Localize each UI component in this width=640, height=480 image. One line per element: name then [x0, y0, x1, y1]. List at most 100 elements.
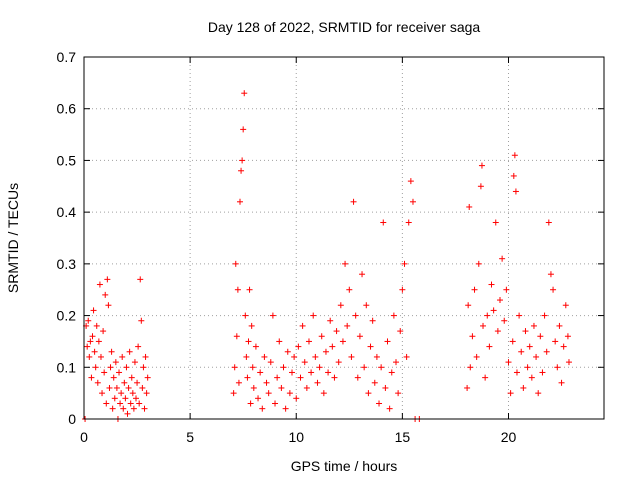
data-point: [390, 312, 397, 319]
data-point: [492, 219, 499, 226]
data-point: [117, 400, 124, 407]
data-point: [126, 348, 133, 355]
data-point: [108, 348, 115, 355]
data-point: [509, 338, 516, 345]
data-point: [507, 390, 514, 397]
data-point: [230, 390, 237, 397]
data-point: [380, 219, 387, 226]
data-point: [134, 379, 141, 386]
data-point: [399, 286, 406, 293]
data-point: [342, 260, 349, 267]
data-point: [128, 374, 135, 381]
data-point: [284, 348, 291, 355]
data-point: [291, 353, 298, 360]
data-layer: [82, 90, 572, 422]
data-point: [142, 353, 149, 360]
data-point: [87, 338, 94, 345]
data-point: [335, 359, 342, 366]
data-point: [301, 359, 308, 366]
data-point: [554, 364, 561, 371]
data-point: [238, 167, 245, 174]
data-point: [93, 322, 100, 329]
x-axis-title: GPS time / hours: [291, 458, 398, 474]
data-point: [560, 343, 567, 350]
data-point: [395, 390, 402, 397]
data-point: [371, 379, 378, 386]
data-point: [376, 400, 383, 407]
data-point: [121, 379, 128, 386]
data-point: [118, 390, 125, 397]
plot-frame: [83, 56, 605, 420]
data-point: [541, 312, 548, 319]
data-point: [310, 312, 317, 319]
data-point: [482, 374, 489, 381]
data-point: [477, 183, 484, 190]
data-point: [361, 364, 368, 371]
data-point: [144, 374, 151, 381]
data-point: [231, 364, 238, 371]
data-point: [112, 359, 119, 366]
data-point: [272, 400, 279, 407]
data-point: [316, 364, 323, 371]
data-point: [486, 343, 493, 350]
data-point: [499, 255, 506, 262]
data-point: [401, 260, 408, 267]
data-point: [539, 369, 546, 376]
data-point: [325, 369, 332, 376]
data-point: [124, 410, 131, 417]
data-point: [133, 395, 139, 402]
data-point: [141, 405, 148, 412]
data-point: [513, 369, 520, 376]
data-point: [503, 286, 510, 293]
data-point: [556, 322, 563, 329]
data-point: [250, 384, 257, 391]
data-point: [92, 364, 99, 371]
data-point: [473, 353, 480, 360]
data-point: [550, 286, 557, 293]
data-point: [289, 369, 295, 376]
data-point: [512, 188, 519, 195]
data-point: [234, 286, 241, 293]
data-point: [565, 359, 572, 366]
data-point: [356, 333, 363, 340]
data-point: [346, 286, 353, 293]
data-point: [135, 343, 142, 350]
data-point: [522, 328, 529, 335]
data-point: [524, 364, 531, 371]
x-tick-label: 20: [501, 429, 517, 445]
data-point: [100, 328, 107, 335]
data-point: [261, 353, 268, 360]
data-point: [129, 390, 136, 397]
data-point: [467, 364, 474, 371]
data-point: [125, 384, 132, 391]
data-point: [293, 395, 300, 402]
data-point: [274, 374, 281, 381]
data-point: [547, 271, 554, 278]
data-point: [526, 343, 533, 350]
data-point: [297, 374, 304, 381]
data-point: [295, 343, 302, 350]
data-point: [497, 297, 503, 304]
data-point: [329, 343, 336, 350]
y-tick-label: 0.5: [57, 152, 77, 168]
data-point: [505, 359, 512, 366]
data-point: [339, 338, 346, 345]
data-point: [86, 353, 93, 360]
data-point: [511, 152, 518, 159]
data-point: [96, 281, 103, 288]
data-point: [488, 281, 495, 288]
data-point: [276, 338, 283, 345]
data-point: [136, 400, 143, 407]
data-point: [305, 338, 312, 345]
data-point: [243, 353, 250, 360]
x-tick-label: 5: [186, 429, 194, 445]
data-point: [562, 302, 569, 309]
data-point: [480, 322, 487, 329]
data-point: [286, 390, 293, 397]
data-point: [403, 353, 410, 360]
y-tick-label: 0: [68, 411, 76, 427]
data-point: [110, 374, 117, 381]
data-point: [106, 384, 113, 391]
